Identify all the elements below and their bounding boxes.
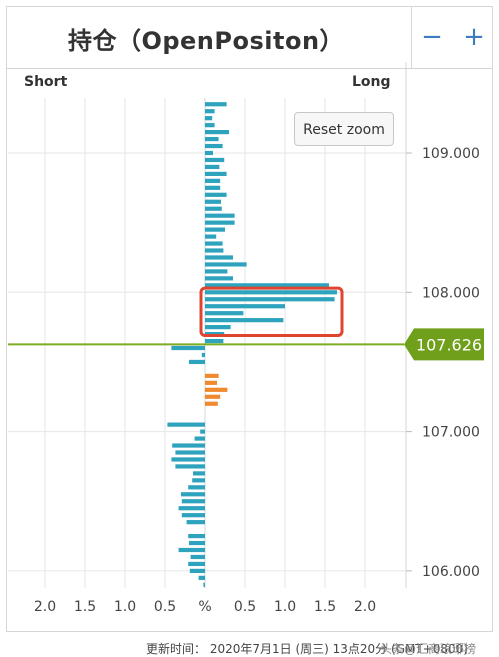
short-position-bar xyxy=(189,540,205,546)
x-tick-label: 1.5 xyxy=(74,599,96,615)
long-position-bar xyxy=(205,109,215,114)
short-position-bar xyxy=(181,499,205,504)
x-tick-label: 1.5 xyxy=(314,599,336,615)
panel-header: 持仓（OpenPositon） − + xyxy=(7,7,492,69)
short-position-bar xyxy=(175,464,205,469)
short-position-bar xyxy=(190,554,205,560)
x-tick-label: 0.5 xyxy=(154,599,176,615)
short-position-bar xyxy=(203,582,205,587)
long-position-bar xyxy=(205,116,213,121)
long-position-bar xyxy=(205,213,235,218)
short-position-bar xyxy=(181,492,205,497)
short-position-bar xyxy=(188,485,205,490)
long-position-bar xyxy=(205,227,225,232)
chart-title: 持仓（OpenPositon） xyxy=(67,27,345,55)
minus-icon[interactable]: − xyxy=(421,22,443,52)
long-position-bar xyxy=(205,199,221,204)
short-position-bar xyxy=(205,401,218,406)
short-position-bar xyxy=(205,387,228,392)
y-tick-label: 109.000 xyxy=(422,146,480,162)
short-position-bar xyxy=(175,450,205,455)
long-position-bar xyxy=(205,123,215,128)
long-position-bar xyxy=(205,283,329,288)
long-position-bar xyxy=(205,130,229,135)
long-position-bar xyxy=(205,150,213,156)
short-position-bar xyxy=(171,457,205,462)
long-position-bar xyxy=(205,164,220,170)
y-tick-label: 107.000 xyxy=(422,425,480,441)
short-position-bar xyxy=(201,352,205,358)
header-divider xyxy=(411,7,412,69)
short-position-bar xyxy=(186,520,205,525)
long-position-bar xyxy=(205,206,222,211)
long-position-bar xyxy=(205,290,337,295)
x-tick-label: 2.0 xyxy=(354,599,376,615)
long-position-bar xyxy=(205,171,227,176)
long-position-bar xyxy=(205,269,228,274)
short-position-bar xyxy=(200,429,205,434)
x-tick-label: 2.0 xyxy=(34,599,56,615)
long-position-bar xyxy=(205,157,225,163)
short-position-bar xyxy=(181,513,205,518)
long-position-bar xyxy=(205,192,227,197)
long-position-bar xyxy=(205,248,224,253)
short-position-bar xyxy=(194,436,205,441)
short-position-bar xyxy=(189,359,205,365)
update-timestamp: 更新时间： 2020年7月1日 (周三) 13点20分 (GMT+0800) xyxy=(146,642,468,656)
short-position-bar xyxy=(178,506,205,511)
short-position-bar xyxy=(188,533,205,539)
x-tick-label: % xyxy=(198,599,211,615)
long-position-bar xyxy=(205,262,247,267)
long-position-bar xyxy=(205,178,221,183)
x-tick-label: 0.5 xyxy=(234,599,256,615)
short-position-bar xyxy=(178,547,205,553)
x-tick-label: 1.0 xyxy=(114,599,136,615)
long-position-bar xyxy=(205,136,219,142)
long-position-bar xyxy=(205,241,223,246)
long-position-bar xyxy=(205,311,244,316)
long-position-bar xyxy=(205,102,227,107)
long-position-bar xyxy=(205,304,285,309)
short-position-bar xyxy=(205,380,217,385)
plus-icon[interactable]: + xyxy=(463,22,485,52)
long-position-bar xyxy=(205,338,224,344)
long-position-bar xyxy=(205,297,335,302)
short-label: Short xyxy=(24,74,68,90)
current-price-badge xyxy=(404,328,484,361)
reset-zoom-button[interactable]: Reset zoom xyxy=(294,112,394,146)
long-position-bar xyxy=(205,143,223,149)
highlight-box xyxy=(199,286,344,337)
short-position-bar xyxy=(172,443,205,448)
short-position-bar xyxy=(171,345,205,351)
short-position-bar xyxy=(205,394,221,399)
long-position-bar xyxy=(205,276,233,281)
watermark-text: 头条@汇商琅琊榜 xyxy=(380,642,477,656)
short-position-bar xyxy=(205,373,219,378)
y-tick-label: 108.000 xyxy=(422,285,480,301)
short-position-bar xyxy=(198,575,205,580)
long-label: Long xyxy=(352,74,391,90)
current-price-label: 107.626 xyxy=(416,335,482,354)
short-position-bar xyxy=(192,478,205,483)
short-position-bar xyxy=(167,422,205,427)
y-tick-label: 106.000 xyxy=(422,564,480,580)
long-position-bar xyxy=(205,255,233,260)
short-position-bar xyxy=(188,561,205,567)
x-tick-label: 1.0 xyxy=(274,599,296,615)
long-position-bar xyxy=(205,234,217,239)
long-position-bar xyxy=(205,318,284,323)
long-position-bar xyxy=(205,185,221,190)
short-position-bar xyxy=(193,471,205,476)
short-position-bar xyxy=(189,568,205,573)
long-position-bar xyxy=(205,220,235,225)
long-position-bar xyxy=(205,325,231,330)
